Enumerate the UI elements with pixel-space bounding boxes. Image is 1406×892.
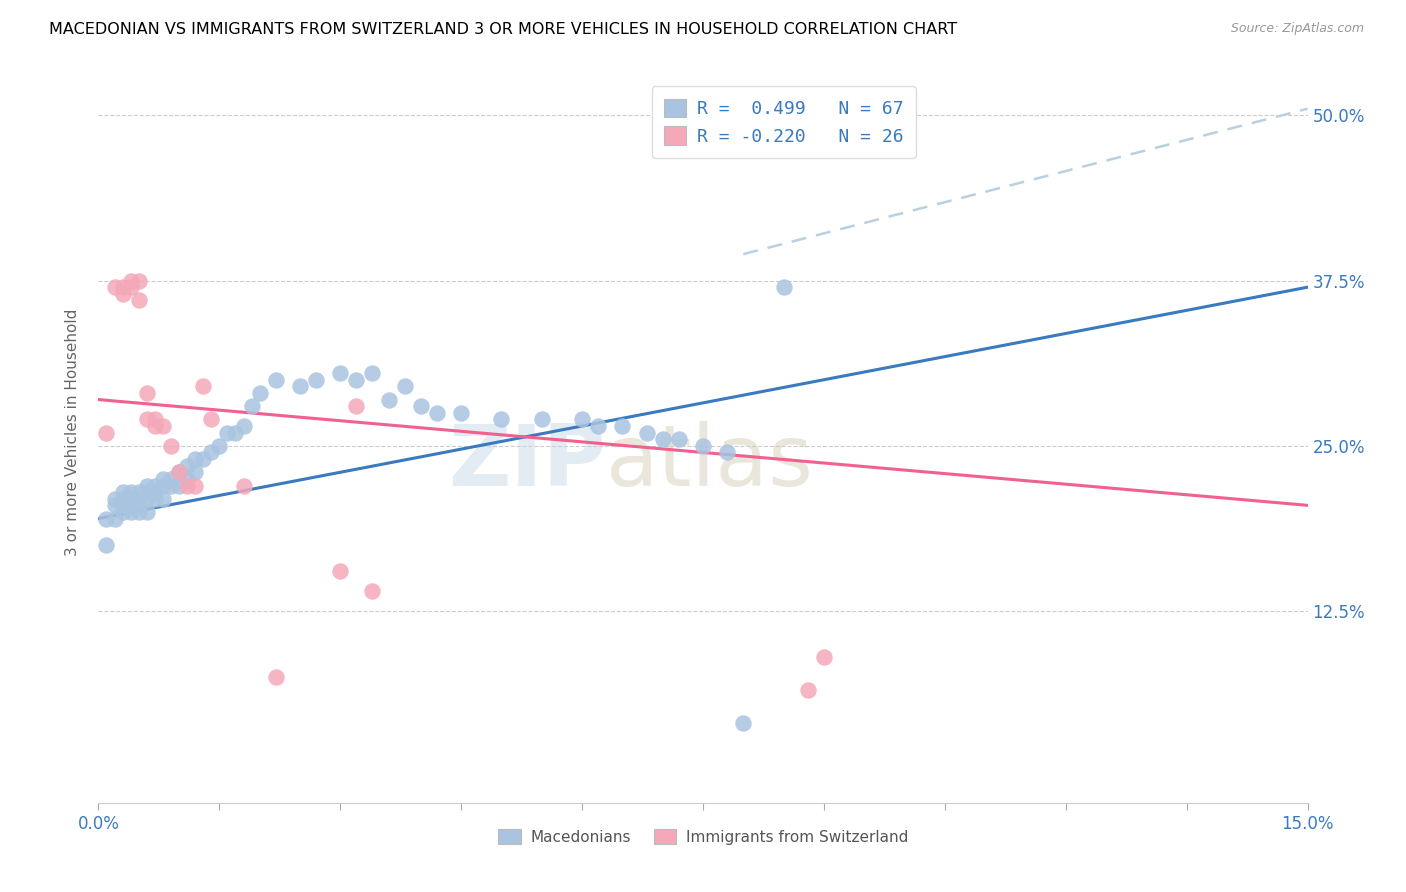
Point (135, 478, 157, 492)
Point (797, 683, 820, 698)
Point (264, 670, 287, 684)
Point (152, 419, 174, 434)
Point (111, 491, 134, 506)
Point (240, 399, 263, 413)
Point (135, 485, 157, 500)
Point (224, 425, 246, 440)
Point (96, 425, 118, 440)
Text: Source: ZipAtlas.com: Source: ZipAtlas.com (1230, 22, 1364, 36)
Point (120, 505, 142, 519)
Point (200, 412, 222, 426)
Point (128, 485, 150, 500)
Point (120, 491, 142, 506)
Point (103, 499, 125, 513)
Point (249, 386, 271, 401)
Point (184, 465, 207, 479)
Point (176, 458, 198, 473)
Point (772, 280, 794, 294)
Point (143, 412, 166, 426)
Point (716, 445, 738, 459)
Point (167, 465, 190, 479)
Point (217, 425, 239, 440)
Point (208, 439, 231, 453)
Point (586, 419, 609, 434)
Point (571, 412, 593, 426)
Point (96, 511, 118, 525)
Point (143, 491, 166, 506)
Legend: Macedonians, Immigrants from Switzerland: Macedonians, Immigrants from Switzerland (492, 822, 914, 851)
Point (111, 505, 134, 519)
Point (305, 373, 328, 387)
Point (128, 491, 150, 506)
Point (111, 499, 134, 513)
Point (120, 485, 142, 500)
Point (193, 379, 215, 393)
Point (612, 419, 634, 434)
Point (329, 366, 352, 380)
Point (651, 432, 673, 446)
Point (152, 491, 174, 506)
Point (111, 485, 134, 500)
Point (232, 419, 254, 434)
Text: atlas: atlas (606, 421, 814, 504)
Point (426, 406, 449, 420)
Point (167, 465, 190, 479)
Point (111, 286, 134, 301)
Point (167, 478, 190, 492)
Point (128, 274, 150, 288)
Point (692, 439, 714, 453)
Point (103, 491, 125, 506)
Point (176, 472, 198, 486)
Point (636, 425, 658, 440)
Point (184, 478, 207, 492)
Point (813, 650, 835, 665)
Point (184, 452, 207, 467)
Point (491, 412, 513, 426)
Point (733, 716, 755, 731)
Point (152, 478, 174, 492)
Point (135, 386, 157, 401)
Point (176, 478, 198, 492)
Point (135, 491, 157, 506)
Point (143, 419, 166, 434)
Point (128, 499, 150, 513)
Point (128, 293, 150, 308)
Point (143, 478, 166, 492)
Point (377, 392, 399, 407)
Point (135, 412, 157, 426)
Point (361, 584, 384, 599)
Point (288, 379, 311, 393)
Point (160, 472, 183, 486)
Point (167, 465, 190, 479)
Point (143, 485, 166, 500)
Point (135, 505, 157, 519)
Point (160, 478, 183, 492)
Point (668, 432, 690, 446)
Point (232, 478, 254, 492)
Point (409, 399, 432, 413)
Point (120, 280, 142, 294)
Point (103, 280, 125, 294)
Point (193, 452, 215, 467)
Point (128, 505, 150, 519)
Point (344, 373, 367, 387)
Point (120, 274, 142, 288)
Point (200, 445, 222, 459)
Point (394, 379, 416, 393)
Point (152, 472, 174, 486)
Text: MACEDONIAN VS IMMIGRANTS FROM SWITZERLAND 3 OR MORE VEHICLES IN HOUSEHOLD CORREL: MACEDONIAN VS IMMIGRANTS FROM SWITZERLAN… (49, 22, 957, 37)
Point (530, 412, 553, 426)
Y-axis label: 3 or more Vehicles in Household: 3 or more Vehicles in Household (65, 309, 80, 557)
Point (160, 439, 183, 453)
Point (450, 406, 472, 420)
Point (103, 511, 125, 525)
Point (96, 538, 118, 552)
Point (264, 373, 287, 387)
Point (329, 565, 352, 579)
Point (120, 499, 142, 513)
Text: ZIP: ZIP (449, 421, 606, 504)
Point (111, 280, 134, 294)
Point (344, 399, 367, 413)
Point (361, 366, 384, 380)
